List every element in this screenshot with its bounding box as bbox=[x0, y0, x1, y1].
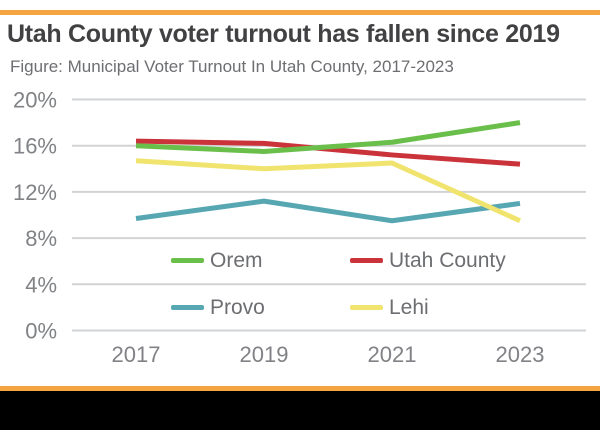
legend-swatch-provo bbox=[171, 305, 204, 310]
legend-label-provo: Provo bbox=[210, 295, 265, 319]
x-axis-label-2017: 2017 bbox=[112, 342, 161, 367]
legend-swatch-lehi bbox=[350, 305, 383, 310]
chart-title: Utah County voter turnout has fallen sin… bbox=[7, 20, 560, 48]
series-line-provo bbox=[135, 198, 521, 224]
x-axis-label-2021: 2021 bbox=[368, 342, 417, 367]
y-axis-label-0%: 0% bbox=[25, 319, 57, 344]
legend-item-orem: Orem bbox=[171, 249, 263, 272]
footer-bar bbox=[0, 391, 600, 430]
x-axis-label-2019: 2019 bbox=[240, 342, 289, 367]
legend-item-provo: Provo bbox=[171, 296, 265, 319]
legend-item-lehi: Lehi bbox=[350, 296, 429, 319]
bottom-accent-bar bbox=[0, 386, 600, 391]
y-axis-label-8%: 8% bbox=[25, 226, 57, 251]
legend-label-lehi: Lehi bbox=[389, 295, 429, 319]
chart-subtitle: Figure: Municipal Voter Turnout In Utah … bbox=[10, 57, 454, 76]
x-axis-label-2023: 2023 bbox=[496, 342, 545, 367]
top-accent-bar bbox=[0, 10, 600, 15]
y-axis-label-20%: 20% bbox=[13, 88, 57, 113]
legend-label-orem: Orem bbox=[210, 248, 263, 272]
legend-item-utah-county: Utah County bbox=[350, 249, 506, 272]
y-axis-label-4%: 4% bbox=[25, 272, 57, 297]
legend-label-utah-county: Utah County bbox=[389, 248, 506, 272]
legend-swatch-utah-county bbox=[350, 258, 383, 263]
y-axis-label-12%: 12% bbox=[13, 180, 57, 205]
y-axis-label-16%: 16% bbox=[13, 134, 57, 159]
legend-swatch-orem bbox=[171, 258, 204, 263]
series-line-orem bbox=[135, 120, 521, 154]
series-line-lehi bbox=[135, 158, 522, 224]
